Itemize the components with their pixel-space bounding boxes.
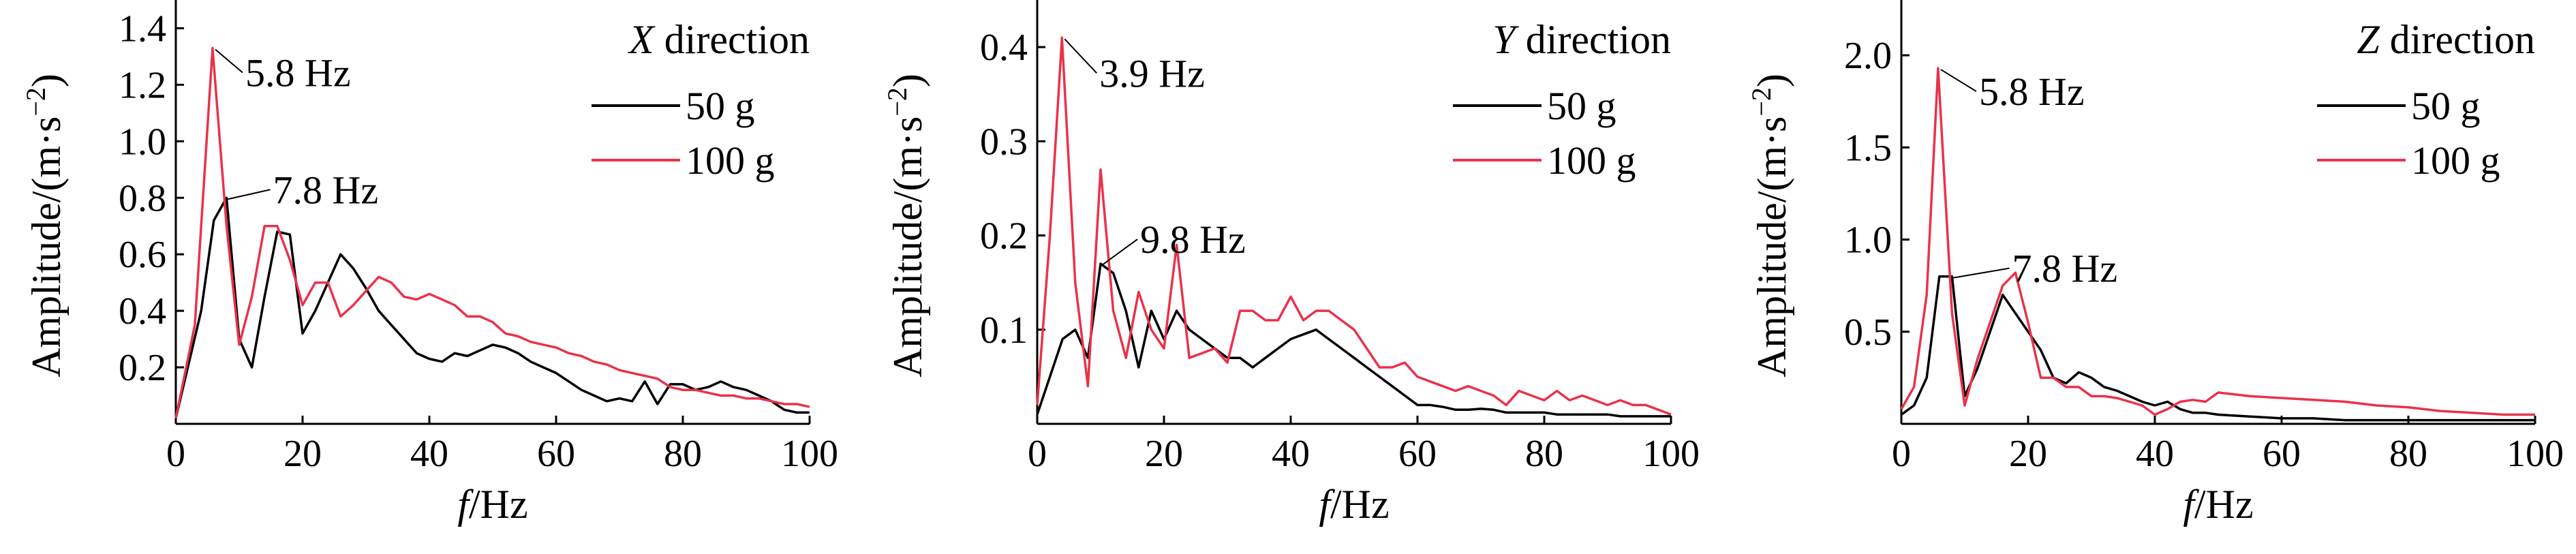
series-line-100g xyxy=(174,46,810,419)
y-tick-label: 1.0 xyxy=(119,121,166,163)
y-tick-label: 0.3 xyxy=(980,121,1028,163)
y-tick-label: 1.0 xyxy=(1844,219,1892,262)
y-tick-label: 0.1 xyxy=(980,309,1028,352)
x-tick-label: 80 xyxy=(2389,433,2427,475)
y-axis-label-base: Amplitude/(m·s xyxy=(885,117,930,378)
y-axis-label-base: Amplitude/(m·s xyxy=(1749,117,1794,378)
legend-label: 100 g xyxy=(686,138,775,183)
peak-label: 5.8 Hz xyxy=(245,50,351,95)
y-axis-label-sup: −2 xyxy=(1746,87,1777,117)
y-tick-label: 1.4 xyxy=(119,7,166,50)
x-tick-label: 40 xyxy=(410,433,448,475)
peak-leader-line xyxy=(228,189,271,200)
legend-label: 50 g xyxy=(686,84,755,128)
x-tick-label: 0 xyxy=(166,433,185,475)
x-tick-label: 60 xyxy=(1398,433,1437,475)
panel-y-direction: 0 20 40 60 80 100 0.1 0.2 0.3 0.4 f/Hz Amplitude/(m… xyxy=(882,0,1700,527)
y-tick-label: 1.5 xyxy=(1844,127,1892,169)
peak-label: 3.9 Hz xyxy=(1099,51,1205,95)
x-tick-label: 60 xyxy=(537,433,575,475)
peak-leader-line xyxy=(1940,69,1977,92)
legend-label: 100 g xyxy=(2411,138,2500,183)
y-axis-label-sup: −2 xyxy=(882,87,913,117)
y-axis-label-close: ) xyxy=(24,74,69,87)
legend: 50 g 100 g xyxy=(1453,84,1636,183)
x-axis-label: f/Hz xyxy=(2183,482,2253,527)
peak-leader-line xyxy=(215,48,243,74)
panel-x-direction: 0 20 40 60 80 100 0.2 0.4 0.6 0.8 1.0 1.2 1.4 f/Hz Amp… xyxy=(20,0,838,527)
legend-label: 100 g xyxy=(1547,138,1636,183)
y-tick-label: 0.2 xyxy=(980,215,1028,258)
x-tick-label: 60 xyxy=(2263,433,2301,475)
y-axis-label: Amplitude/(m·s−2) xyxy=(20,74,70,378)
y-axis-label-base: Amplitude/(m·s xyxy=(24,117,69,378)
y-axis-label: Amplitude/(m·s−2) xyxy=(882,74,931,378)
x-tick-label: 40 xyxy=(2136,433,2174,475)
direction-var: Y xyxy=(1492,17,1519,62)
direction-title: X direction xyxy=(628,17,810,62)
peak-label: 7.8 Hz xyxy=(273,168,379,212)
x-tick-label: 40 xyxy=(1272,433,1310,475)
direction-var: X xyxy=(628,17,656,62)
y-axis-label: Amplitude/(m·s−2) xyxy=(1746,74,1795,378)
x-axis-label-unit: /Hz xyxy=(2194,482,2254,527)
y-tick-label: 1.2 xyxy=(119,64,166,106)
x-tick-label: 100 xyxy=(781,433,838,475)
x-tick-label: 20 xyxy=(1145,433,1183,475)
x-tick-label: 80 xyxy=(1525,433,1563,475)
panel-z-direction: 0 20 40 60 80 100 0.5 1.0 1.5 2.0 f/Hz Amplitude/(m… xyxy=(1746,0,2564,527)
y-axis-label-close: ) xyxy=(885,74,930,87)
legend-label: 50 g xyxy=(1547,84,1616,128)
series-line-50g xyxy=(174,196,810,419)
series-line-50g xyxy=(1900,275,2535,422)
y-axis-label-sup: −2 xyxy=(20,87,51,117)
peak-leader-line xyxy=(1953,267,2010,279)
y-axis-label-close: ) xyxy=(1749,74,1794,87)
legend: 50 g 100 g xyxy=(2317,84,2500,183)
y-tick-label: 0.4 xyxy=(980,27,1028,69)
x-tick-label: 100 xyxy=(2506,433,2564,475)
x-tick-label: 80 xyxy=(664,433,702,475)
x-tick-label: 0 xyxy=(1892,433,1911,475)
y-tick-label: 0.6 xyxy=(119,234,166,276)
y-tick-label: 2.0 xyxy=(1844,35,1892,77)
y-tick-label: 0.4 xyxy=(119,290,166,333)
y-tick-label: 0.2 xyxy=(119,347,166,389)
direction-word: direction xyxy=(654,17,810,62)
peak-leader-line xyxy=(1064,38,1097,74)
peak-label: 5.8 Hz xyxy=(1979,70,2085,114)
x-axis-label-unit: /Hz xyxy=(469,482,528,527)
peak-leader-line xyxy=(1101,238,1138,266)
x-tick-label: 0 xyxy=(1028,433,1047,475)
y-tick-label: 0.8 xyxy=(119,177,166,219)
direction-word: direction xyxy=(1516,17,1671,62)
y-tick-label: 0.5 xyxy=(1844,311,1892,354)
direction-title: Y direction xyxy=(1492,17,1671,62)
series-line-50g xyxy=(1036,262,1671,418)
x-tick-label: 100 xyxy=(1642,433,1700,475)
peak-label: 9.8 Hz xyxy=(1140,217,1246,262)
peak-label: 7.8 Hz xyxy=(2012,247,2118,291)
x-axis-label: f/Hz xyxy=(457,482,527,527)
direction-var: Z xyxy=(2357,17,2380,62)
direction-title: Z direction xyxy=(2357,17,2535,62)
x-axis-label-unit: /Hz xyxy=(1330,482,1390,527)
series-line-100g xyxy=(1036,36,1672,416)
x-tick-label: 20 xyxy=(2009,433,2047,475)
x-tick-label: 20 xyxy=(283,433,322,475)
direction-word: direction xyxy=(2380,17,2535,62)
x-axis-label: f/Hz xyxy=(1319,482,1389,527)
legend: 50 g 100 g xyxy=(592,84,775,183)
series-line-100g xyxy=(1900,67,2535,416)
legend-label: 50 g xyxy=(2411,84,2481,128)
